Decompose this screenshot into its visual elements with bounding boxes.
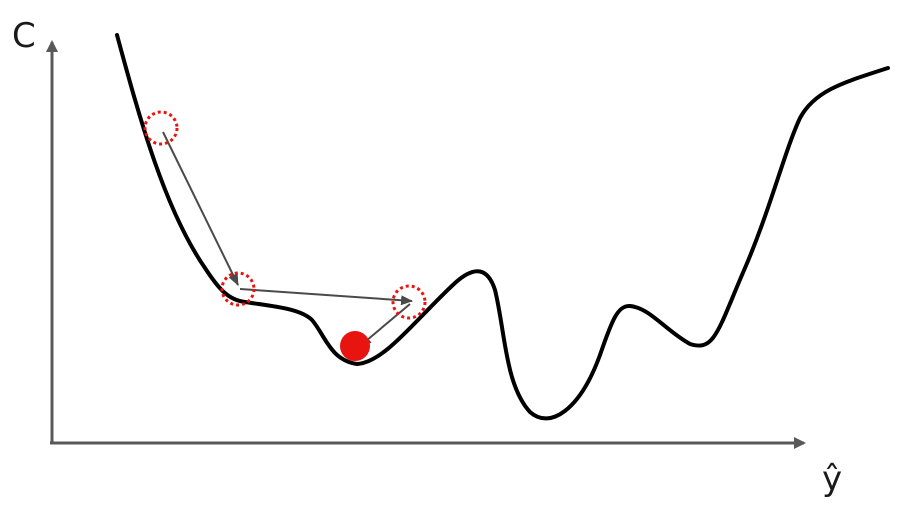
x-axis-label: ŷ	[822, 459, 842, 499]
cost-curve	[115, 33, 890, 421]
current-position-ball	[340, 331, 370, 361]
step-position-3	[391, 284, 427, 320]
step-arrow-3	[359, 303, 411, 347]
step-position-2	[220, 271, 256, 307]
step-arrow-2	[239, 288, 413, 306]
step-position-1	[143, 110, 179, 146]
y-axis-label: C	[12, 16, 36, 56]
step-arrow-1	[162, 131, 239, 286]
